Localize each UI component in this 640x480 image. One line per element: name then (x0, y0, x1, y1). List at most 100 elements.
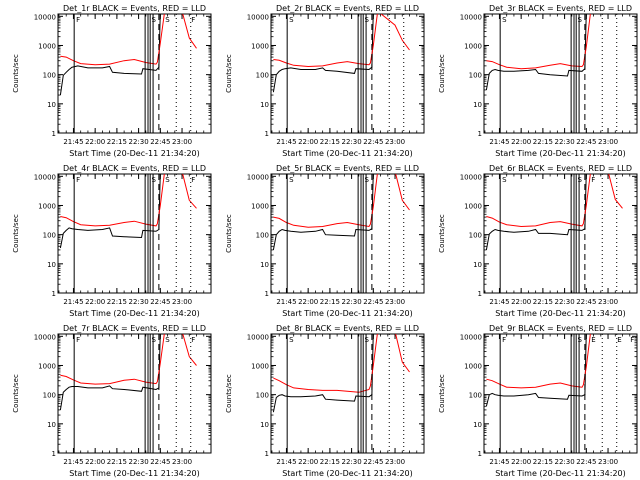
marker-letter: S (364, 176, 369, 184)
lld-series-line (273, 334, 410, 393)
chart-panel: Det_5r BLACK = Events, RED = LLD Counts/s… (225, 164, 425, 318)
x-tick-label: 22:00 (511, 138, 531, 146)
y-tick-label: 1000 (464, 42, 482, 50)
plot-frame (270, 13, 425, 134)
chart-panel: Det_7r BLACK = Events, RED = LLD Counts/s… (12, 324, 212, 478)
marker-group (499, 174, 618, 293)
marker-group (499, 334, 618, 453)
chart-title: Det_7r BLACK = Events, RED = LLD (63, 324, 206, 333)
y-axis-label: Counts/sec (438, 214, 446, 253)
x-tick-label: 23:00 (172, 298, 192, 306)
series-group (59, 14, 197, 96)
chart-title: Det_9r BLACK = Events, RED = LLD (489, 324, 632, 333)
lld-series-line (273, 14, 410, 68)
y-axis-label: Counts/sec (225, 374, 233, 413)
chart-title: Det_4r BLACK = Events, RED = LLD (63, 164, 206, 173)
series-group (272, 334, 410, 413)
plot-frame (57, 173, 212, 294)
y-tick-label: 1000 (38, 362, 56, 370)
series-group (485, 14, 591, 90)
marker-letter: F (191, 16, 195, 24)
y-tick-label: 10 (47, 101, 56, 109)
x-tick-label: 22:45 (150, 298, 170, 306)
x-tick-label: 21:45 (489, 298, 509, 306)
x-tick-label: 22:45 (576, 138, 596, 146)
y-tick-label: 100 (256, 392, 269, 400)
y-tick-label: 10000 (460, 333, 482, 341)
x-tick-label: 22:00 (85, 458, 105, 466)
events-series-line (59, 334, 161, 410)
plot-frame (57, 333, 212, 454)
y-tick-label: 10000 (460, 13, 482, 21)
y-tick-label: 100 (469, 392, 482, 400)
x-tick-label: 23:00 (598, 458, 618, 466)
lld-series-line (273, 174, 410, 228)
x-tick-label: 22:45 (576, 298, 596, 306)
y-tick-label: 10000 (34, 333, 56, 341)
y-tick-label: 10 (473, 101, 482, 109)
marker-letter: S (577, 16, 582, 24)
y-tick-label: 1000 (251, 42, 269, 50)
x-tick-label: 22:30 (129, 298, 149, 306)
y-tick-label: 10000 (247, 173, 269, 181)
marker-letter: S (364, 336, 369, 344)
x-tick-label: 22:30 (129, 138, 149, 146)
x-tick-label: 22:00 (298, 458, 318, 466)
marker-group (73, 14, 192, 133)
x-tick-label: 21:45 (63, 298, 83, 306)
lld-series-line (486, 334, 591, 389)
chart-panel: Det_4r BLACK = Events, RED = LLD Counts/s… (12, 164, 212, 318)
marker-letter: F (630, 336, 634, 344)
series-group (272, 14, 410, 93)
x-axis-label: Start Time (20-Dec-11 21:34:20) (69, 149, 200, 158)
y-tick-label: 1 (265, 290, 269, 298)
y-tick-label: 10 (260, 261, 269, 269)
events-series-line (485, 334, 587, 407)
marker-letter: F (76, 16, 80, 24)
marker-group (286, 334, 405, 453)
series-group (485, 174, 623, 250)
marker-group (286, 14, 405, 133)
chart-panel: Det_3r BLACK = Events, RED = LLD Counts/s… (438, 4, 638, 158)
lld-series-line (60, 174, 197, 227)
marker-letter: S (165, 16, 170, 24)
y-tick-label: 1 (52, 290, 56, 298)
marker-letter: S (364, 16, 369, 24)
x-tick-label: 21:45 (489, 458, 509, 466)
events-series-line (59, 174, 161, 249)
chart-panel: Det_8r BLACK = Events, RED = LLD Counts/s… (225, 324, 425, 478)
chart-title: Det_3r BLACK = Events, RED = LLD (489, 4, 632, 13)
marker-letter: S (289, 336, 294, 344)
marker-letter: S (289, 16, 294, 24)
events-series-line (59, 14, 161, 96)
series-group (59, 174, 197, 249)
marker-group (73, 174, 192, 293)
marker-letter: S (151, 176, 156, 184)
x-tick-label: 21:45 (489, 138, 509, 146)
y-tick-label: 10 (47, 421, 56, 429)
marker-group (286, 174, 405, 293)
y-tick-label: 1 (478, 130, 482, 138)
y-tick-label: 100 (469, 72, 482, 80)
plot-frame (57, 13, 212, 134)
marker-letter: F (191, 336, 195, 344)
x-axis-label: Start Time (20-Dec-11 21:34:20) (495, 149, 626, 158)
x-tick-label: 22:15 (533, 458, 553, 466)
y-tick-label: 1000 (38, 202, 56, 210)
x-tick-label: 23:00 (385, 458, 405, 466)
x-tick-label: 21:45 (63, 138, 83, 146)
events-series-line (485, 14, 587, 90)
y-axis-label: Counts/sec (225, 54, 233, 93)
x-tick-label: 22:00 (85, 138, 105, 146)
y-tick-label: 1 (52, 130, 56, 138)
y-tick-label: 10000 (34, 13, 56, 21)
chart-panel: Det_9r BLACK = Events, RED = LLD Counts/s… (438, 324, 638, 478)
x-tick-label: 22:00 (298, 138, 318, 146)
x-tick-label: 22:45 (150, 458, 170, 466)
y-axis-label: Counts/sec (438, 54, 446, 93)
y-tick-label: 1 (265, 130, 269, 138)
plot-frame (270, 173, 425, 294)
y-tick-label: 1000 (251, 362, 269, 370)
chart-title: Det_1r BLACK = Events, RED = LLD (63, 4, 206, 13)
y-tick-label: 10 (47, 261, 56, 269)
